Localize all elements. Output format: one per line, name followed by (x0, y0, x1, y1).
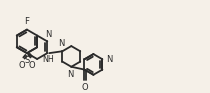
Text: S: S (24, 56, 30, 65)
Text: NH: NH (42, 54, 54, 64)
Text: N: N (67, 70, 74, 79)
Text: N: N (46, 30, 52, 39)
Text: N: N (58, 39, 65, 48)
Text: O: O (29, 61, 35, 70)
Text: N: N (106, 55, 112, 64)
Text: F: F (24, 17, 29, 26)
Text: O: O (81, 83, 88, 92)
Text: O: O (19, 61, 25, 70)
